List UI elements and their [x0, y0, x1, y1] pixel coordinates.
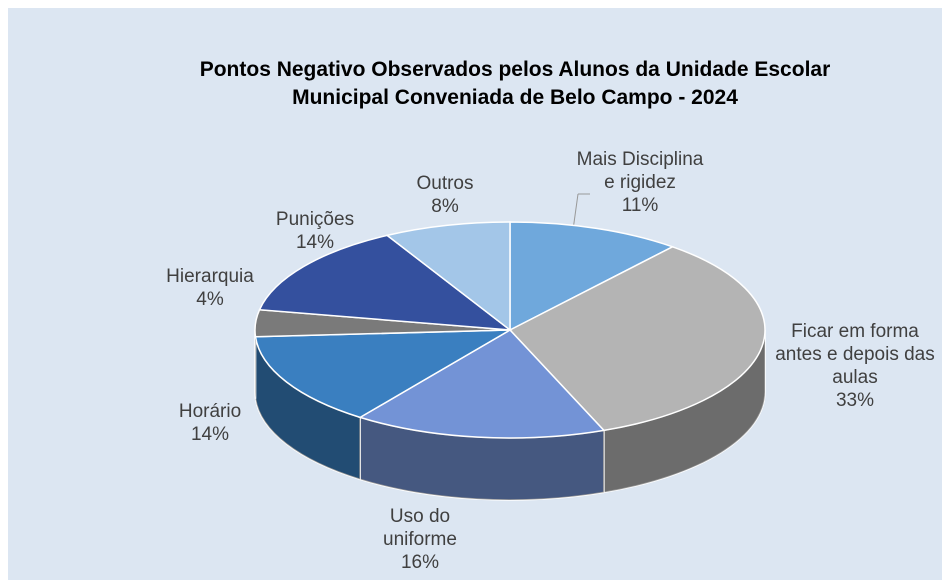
- slice-side-shade: [255, 330, 256, 399]
- data-label-value: 14%: [295, 232, 335, 253]
- data-label-value: 4%: [196, 289, 224, 310]
- slice: [385, 221, 511, 332]
- slice-side-shade: [255, 336, 361, 480]
- data-label-category: Hierarquia: [166, 266, 254, 287]
- slice: [358, 329, 606, 439]
- leader-line: [572, 193, 579, 231]
- data-label: Hierarquia 4%: [155, 265, 265, 311]
- data-label-value: 8%: [431, 196, 459, 217]
- data-label-category: Ficar em forma antes e depois das aulas: [775, 321, 935, 388]
- data-label-value: 33%: [835, 390, 875, 411]
- data-label-value: 14%: [190, 424, 230, 445]
- data-label-category: Horário: [178, 401, 242, 422]
- slice: [254, 329, 511, 419]
- slice-side-shade: [603, 330, 765, 493]
- data-label-value: 11%: [621, 195, 659, 216]
- data-label: Mais Disciplina e rigidez 11%: [570, 148, 710, 217]
- data-label-category: Punições: [275, 209, 355, 230]
- slice: [508, 245, 766, 432]
- data-label: Outros 8%: [390, 172, 500, 218]
- data-label-category: Outros: [416, 173, 474, 194]
- data-label: Horário 14%: [155, 400, 265, 446]
- data-label-category: Uso do uniforme: [383, 506, 457, 550]
- slice: [258, 234, 513, 331]
- data-label: Ficar em forma antes e depois das aulas 3…: [775, 320, 935, 412]
- slice: [509, 221, 675, 332]
- data-label: Punições 14%: [260, 208, 370, 254]
- slice-side-shade: [360, 417, 604, 500]
- data-label: Uso do uniforme 16%: [365, 505, 475, 574]
- data-label-value: 16%: [400, 552, 440, 573]
- chart-title: Pontos Negativo Observados pelos Alunos …: [199, 58, 831, 109]
- data-label-category: Mais Disciplina e rigidez: [576, 149, 704, 193]
